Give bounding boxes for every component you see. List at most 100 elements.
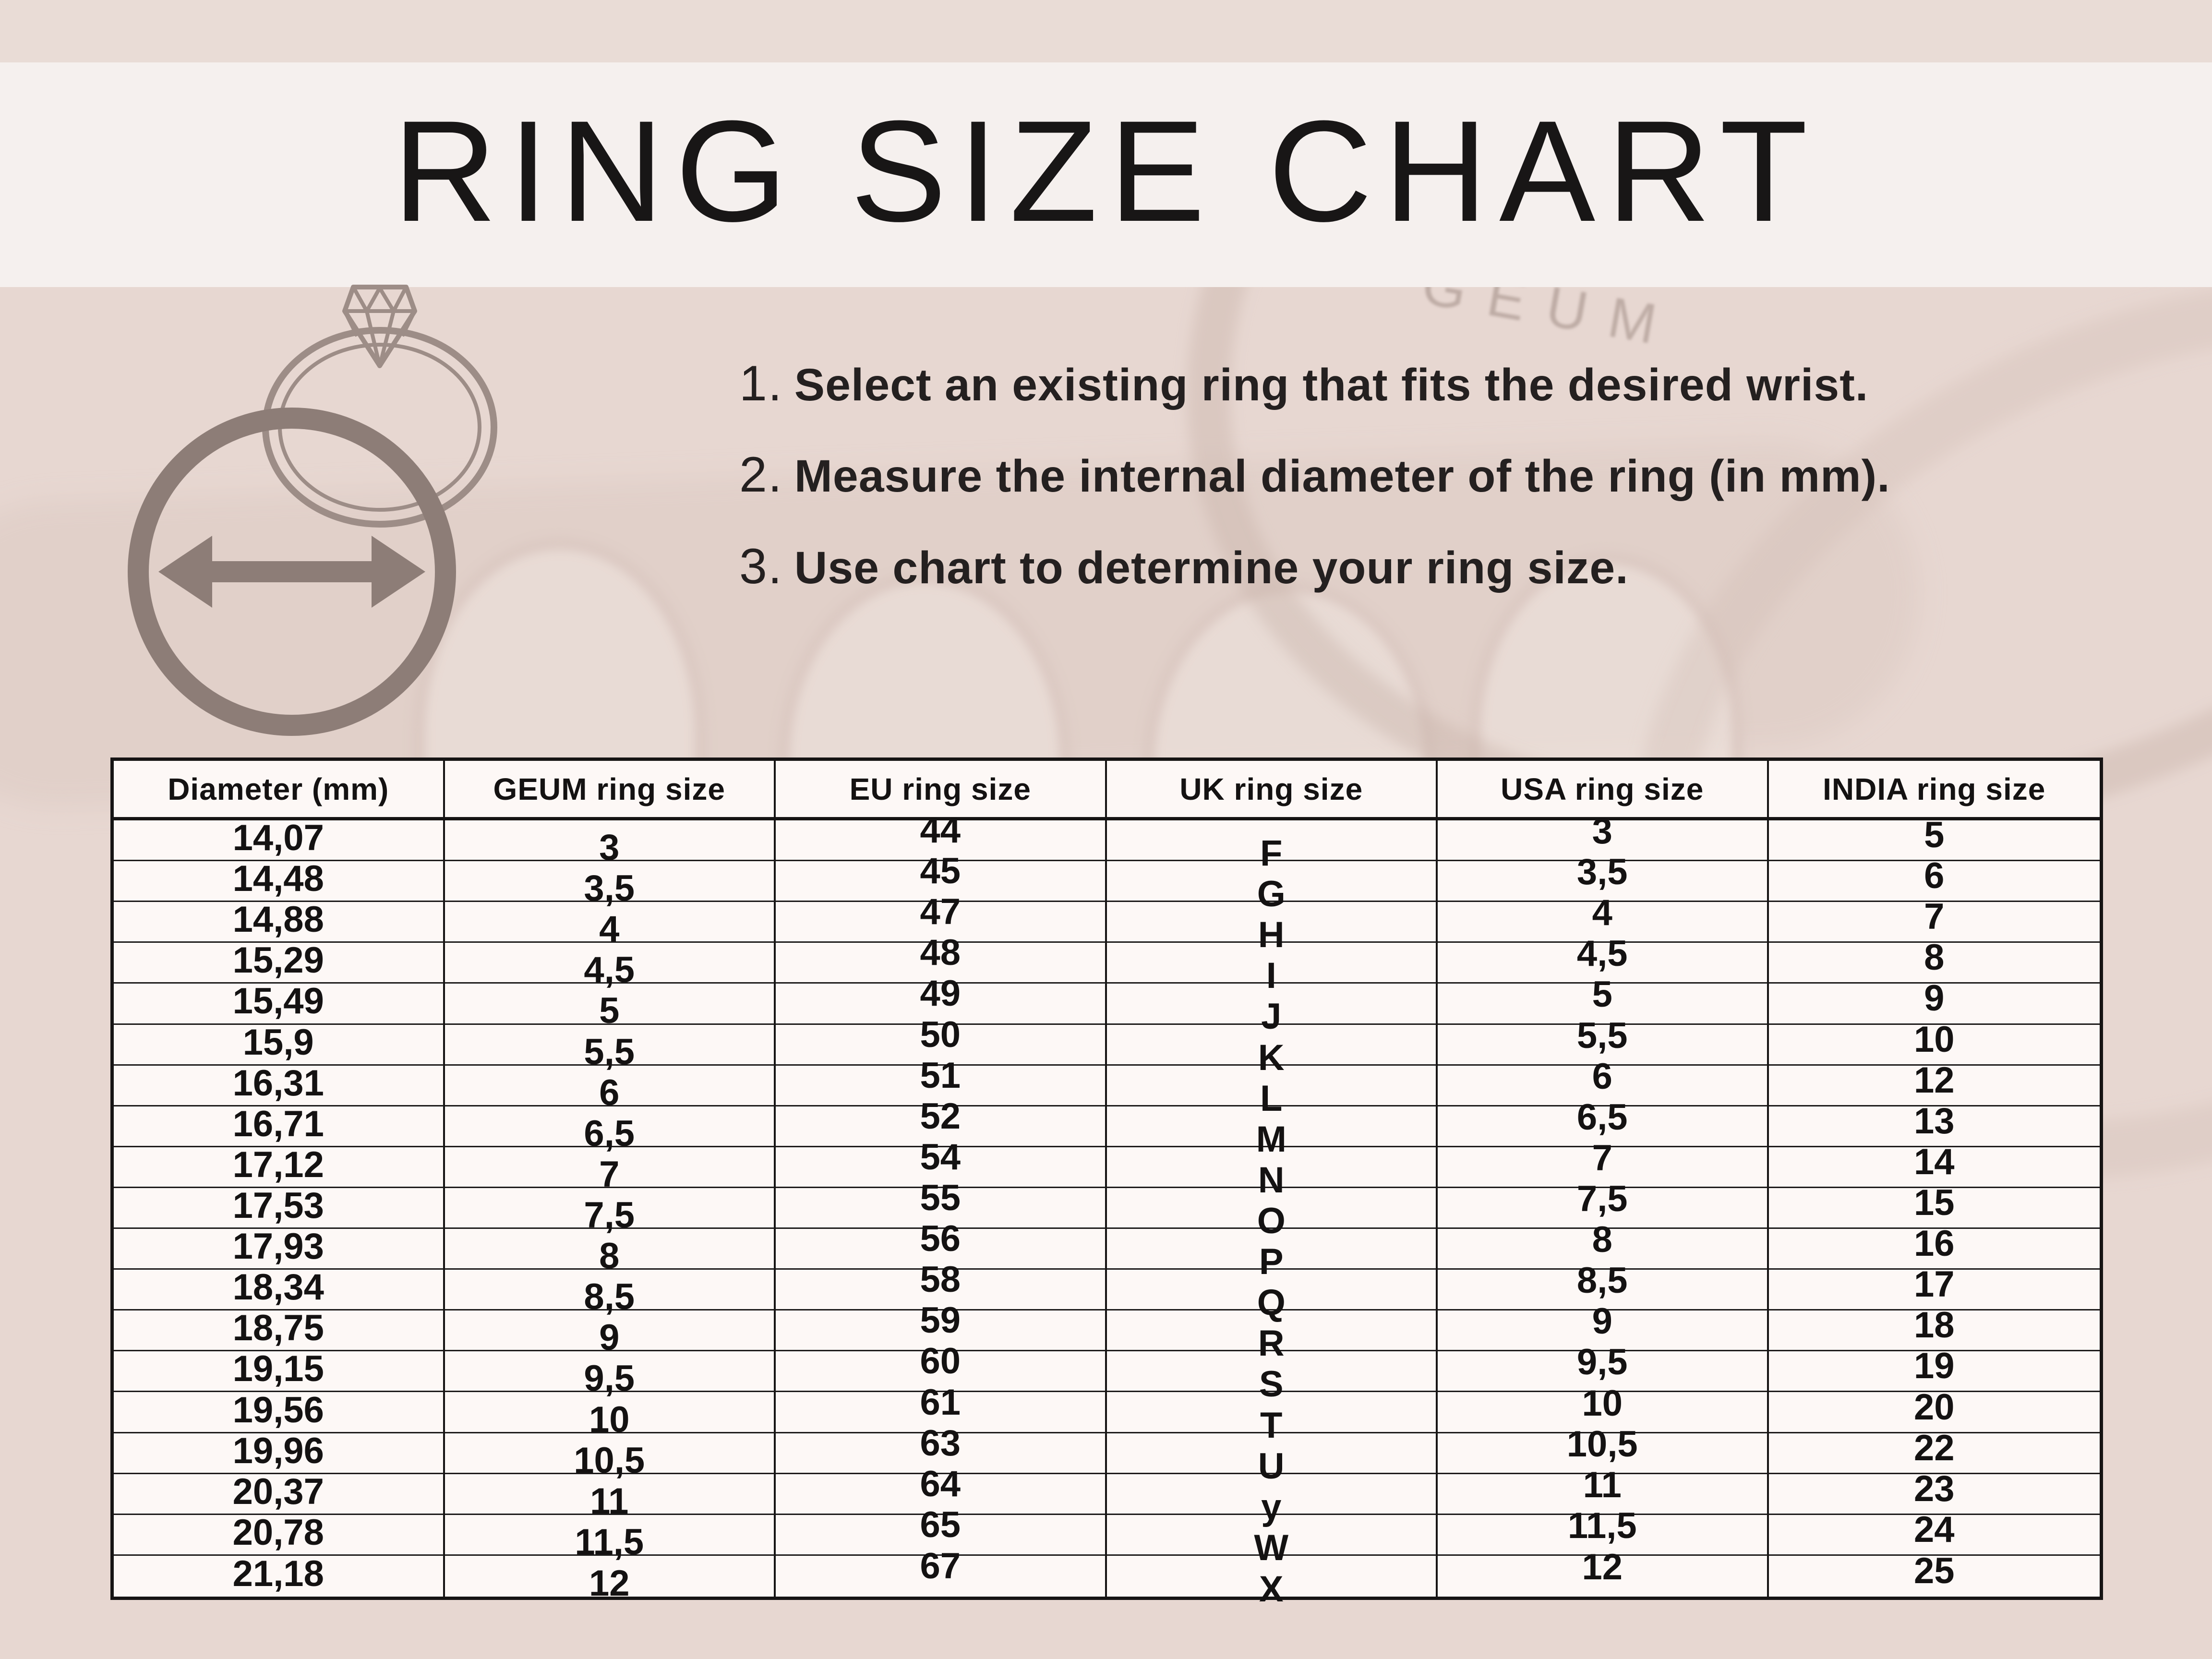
- table-cell: R: [1106, 1310, 1438, 1362]
- table-cell: O: [1106, 1188, 1438, 1239]
- table-cell: 16,31: [114, 1065, 445, 1106]
- table-cell: 13: [1768, 1103, 2100, 1147]
- table-cell: 63: [776, 1425, 1107, 1474]
- table-cell: G: [1106, 861, 1438, 913]
- table-cell: 22: [1768, 1430, 2100, 1474]
- table-cell: 10: [1438, 1385, 1769, 1433]
- table-cell: 3,5: [1438, 854, 1769, 902]
- table-cell: 15: [1768, 1184, 2100, 1229]
- table-cell: 58: [776, 1262, 1107, 1311]
- table-cell: 6: [1438, 1058, 1769, 1106]
- table-cell: 9: [1768, 980, 2100, 1025]
- table-cell: 14: [1768, 1143, 2100, 1188]
- table-cell: H: [1106, 902, 1438, 953]
- table-cell: 20,78: [114, 1514, 445, 1556]
- table-cell: 18,75: [114, 1310, 445, 1352]
- table-cell: 5: [445, 984, 776, 1029]
- table-cell: M: [1106, 1106, 1438, 1157]
- table-cell: 65: [776, 1506, 1107, 1556]
- table-cell: 11: [445, 1474, 776, 1519]
- table-cell: 8: [445, 1229, 776, 1274]
- table-cell: 11,5: [1438, 1507, 1769, 1556]
- table-cell: 45: [776, 853, 1107, 902]
- table-cell: 51: [776, 1057, 1107, 1106]
- table-cell: 12: [1768, 1062, 2100, 1106]
- table-cell: S: [1106, 1351, 1438, 1403]
- table-cell: 16: [1768, 1226, 2100, 1270]
- table-cell: 9: [1438, 1303, 1769, 1352]
- table-cell: 8,5: [445, 1270, 776, 1315]
- table-cell: F: [1106, 820, 1438, 872]
- table-cell: 17: [1768, 1266, 2100, 1311]
- table-cell: 14,48: [114, 861, 445, 902]
- table-cell: 7: [445, 1147, 776, 1192]
- table-cell: U: [1106, 1433, 1438, 1484]
- table-cell: 17,12: [114, 1146, 445, 1188]
- table-cell: 10: [1768, 1021, 2100, 1066]
- table-cell: 23: [1768, 1470, 2100, 1515]
- table-cell: 24: [1768, 1511, 2100, 1556]
- table-cell: Q: [1106, 1270, 1438, 1321]
- instruction-number: 3.: [739, 538, 783, 594]
- table-cell: 64: [776, 1466, 1107, 1515]
- table-cell: 6,5: [445, 1106, 776, 1152]
- table-cell: 8: [1438, 1222, 1769, 1270]
- table-cell: X: [1107, 1555, 1438, 1608]
- table-cell: 50: [776, 1016, 1107, 1066]
- instruction-number: 2.: [739, 447, 783, 503]
- table-cell: 5: [1768, 817, 2100, 862]
- table-cell: 14,07: [114, 820, 445, 862]
- column-header: Diameter (mm): [114, 761, 445, 820]
- instruction-text: Use chart to determine your ring size.: [794, 542, 1629, 593]
- table-cell: 4,5: [1438, 936, 1769, 984]
- table-cell: 20: [1768, 1389, 2100, 1433]
- table-cell: 3: [1438, 813, 1769, 862]
- table-cell: 5: [1438, 976, 1769, 1025]
- table-cell: 17,53: [114, 1187, 445, 1229]
- table-cell: 12: [1438, 1549, 1769, 1597]
- table-cell: 8,5: [1438, 1262, 1769, 1311]
- table-cell: 4,5: [445, 943, 776, 988]
- column-header: UK ring size: [1106, 761, 1438, 820]
- table-cell: L: [1106, 1065, 1438, 1117]
- table-cell: 61: [776, 1384, 1107, 1433]
- table-cell: 5,5: [1438, 1017, 1769, 1066]
- table-cell: 7: [1768, 899, 2100, 943]
- column-header: USA ring size: [1438, 761, 1769, 820]
- instruction-number: 1.: [739, 356, 783, 411]
- table-cell: 4: [1438, 895, 1769, 943]
- instruction-text: Select an existing ring that fits the de…: [794, 360, 1869, 410]
- table-cell: K: [1106, 1024, 1438, 1076]
- table-cell: 19,96: [114, 1432, 445, 1474]
- table-cell: 19,15: [114, 1351, 445, 1393]
- table-cell: 49: [776, 975, 1107, 1025]
- instruction-item: 2. Measure the internal diameter of the …: [739, 447, 1890, 503]
- ring-size-table: Diameter (mm) GEUM ring size EU ring size U…: [110, 757, 2103, 1608]
- table-cell: 15,9: [114, 1024, 445, 1066]
- table-cell: 17,93: [114, 1228, 445, 1270]
- table-cell: 4: [445, 902, 776, 948]
- table-cell: 54: [776, 1139, 1107, 1188]
- table-cell: 60: [776, 1343, 1107, 1393]
- table-cell: 21,18: [114, 1555, 445, 1597]
- table-cell: 16,71: [114, 1106, 445, 1147]
- table-cell: 6,5: [1438, 1099, 1769, 1147]
- table-cell: 10,5: [1438, 1426, 1769, 1474]
- table-cell: J: [1106, 984, 1438, 1035]
- table-cell: 11,5: [445, 1515, 776, 1560]
- table-cell: 10: [445, 1392, 776, 1438]
- table-cell: 5,5: [445, 1024, 776, 1070]
- table-cell: 52: [776, 1098, 1107, 1147]
- table-cell: 15,29: [114, 942, 445, 984]
- table-cell: 6: [1768, 858, 2100, 902]
- table-cell: 8: [1768, 939, 2100, 984]
- table-cell: 6: [445, 1065, 776, 1111]
- table-cell: 47: [776, 894, 1107, 943]
- table-cell: 55: [776, 1179, 1107, 1229]
- table-cell: 14,88: [114, 902, 445, 943]
- table-cell: 7: [1438, 1140, 1769, 1188]
- table-cell: 18: [1768, 1307, 2100, 1352]
- table-cell: 48: [776, 935, 1107, 984]
- table-cell: 44: [776, 812, 1107, 862]
